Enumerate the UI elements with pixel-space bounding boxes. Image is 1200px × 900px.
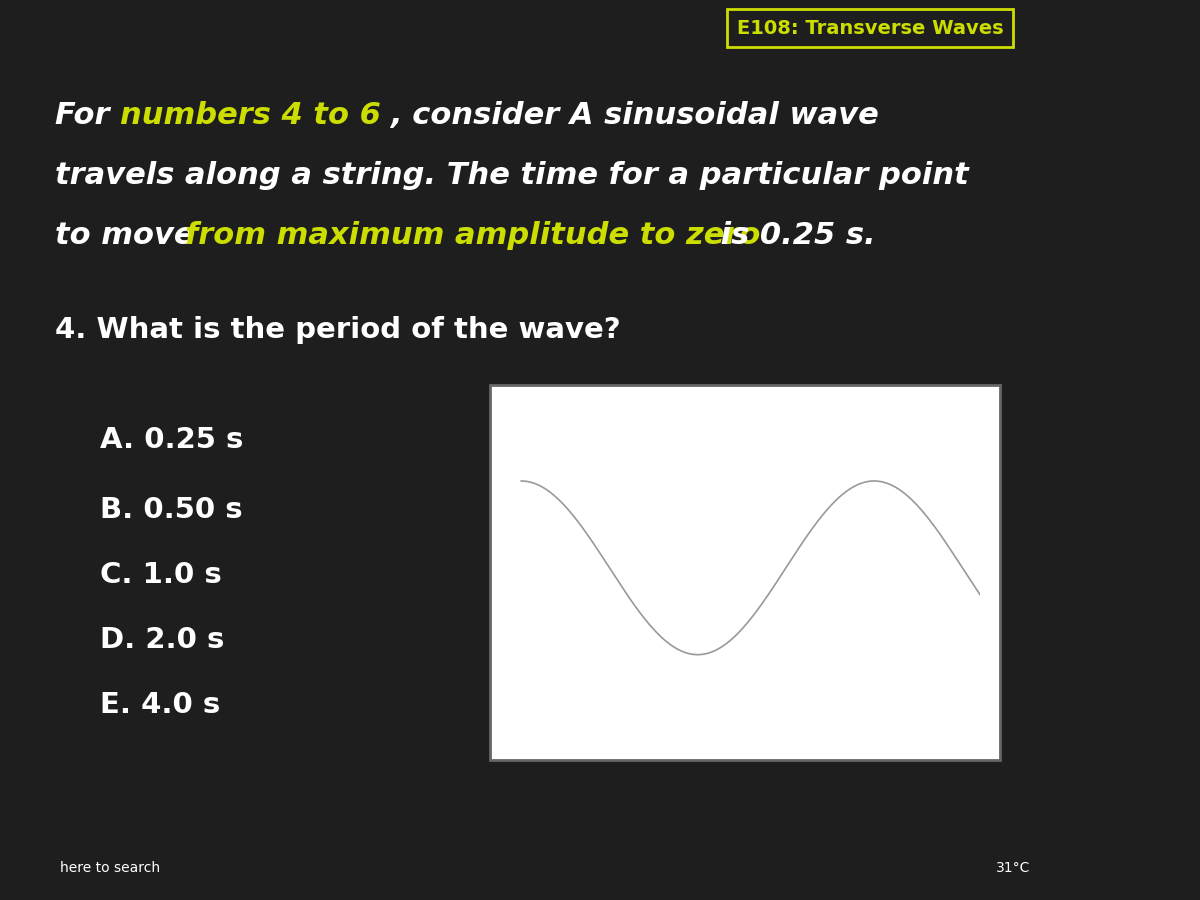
Text: here to search: here to search [60,861,160,876]
Text: A. 0.25 s: A. 0.25 s [100,426,244,454]
Text: travels along a string. The time for a particular point: travels along a string. The time for a p… [55,160,968,190]
Text: is 0.25 s.: is 0.25 s. [710,220,876,249]
Text: B. 0.50 s: B. 0.50 s [100,496,242,524]
Text: E. 4.0 s: E. 4.0 s [100,691,221,719]
Text: D. 2.0 s: D. 2.0 s [100,626,224,654]
Text: 4. What is the period of the wave?: 4. What is the period of the wave? [55,316,620,344]
FancyBboxPatch shape [490,385,1000,760]
Text: from maximum amplitude to zero: from maximum amplitude to zero [185,220,761,249]
Text: 31°C: 31°C [996,861,1031,876]
Text: to move: to move [55,220,205,249]
Text: E108: Transverse Waves: E108: Transverse Waves [737,19,1003,38]
Text: For: For [55,101,120,130]
Text: C. 1.0 s: C. 1.0 s [100,561,222,589]
Text: , consider A sinusoidal wave: , consider A sinusoidal wave [390,101,878,130]
Text: numbers 4 to 6: numbers 4 to 6 [120,101,380,130]
